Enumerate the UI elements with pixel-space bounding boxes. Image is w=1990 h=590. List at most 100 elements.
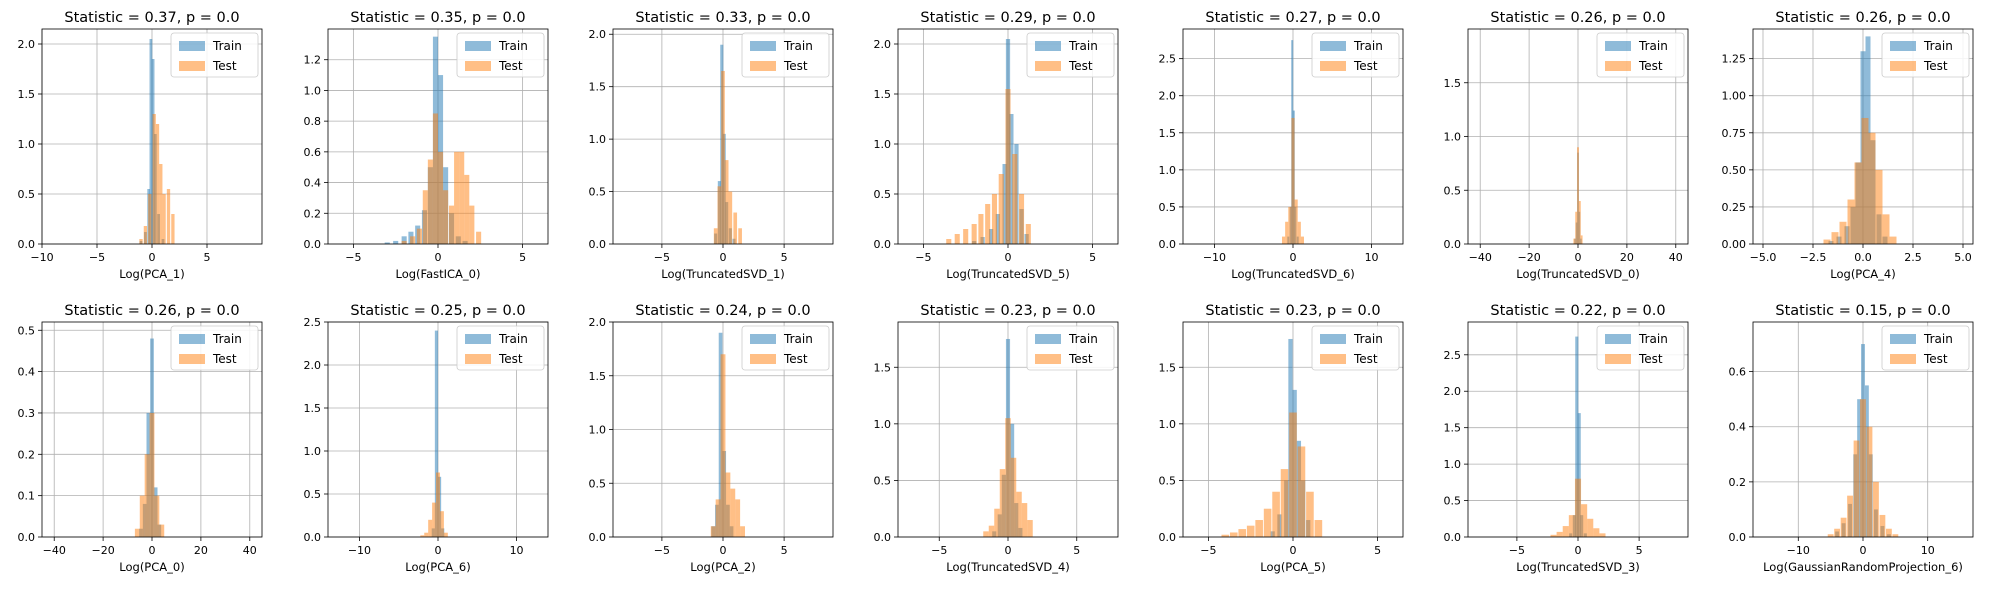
histogram-bar [1282,236,1286,244]
histogram-bar [1291,117,1295,244]
histogram-bar [436,472,440,537]
legend-label: Train [1638,39,1668,53]
x-tick-label: 40 [243,544,257,557]
histogram-bar [401,236,407,244]
histogram-bar [978,214,984,244]
histogram-bar [1580,235,1583,244]
histogram-bar [1255,520,1263,537]
x-tick-label: 0 [1005,544,1012,557]
histogram-bar [717,186,722,244]
histogram-bar [1568,515,1575,537]
subplot: −5 0 5 0.0 0.5 1.0 1.5 2.0 Statistic = 0.24, p =… [589,303,834,574]
x-tick-label: 0.0 [1854,251,1872,264]
histogram-bar [134,528,140,537]
histogram-bar [1010,457,1017,537]
x-tick-label: −2.5 [1800,251,1827,264]
histogram-bar [1578,201,1581,244]
y-tick-label: 1.0 [1159,164,1177,177]
legend-swatch [179,61,205,71]
legend-swatch [179,334,205,344]
histogram-bar [393,240,399,244]
y-tick-label: 0.6 [304,146,322,159]
legend-swatch [750,61,776,71]
y-tick-label: 1.00 [1722,90,1747,103]
histogram-bar [971,224,977,244]
x-axis-label: Log(GaussianRandomProjection_6) [1763,560,1963,574]
legend-label: Test [498,59,523,73]
legend-swatch [465,334,491,344]
x-tick-label: 0 [720,544,727,557]
histogram-bar [1882,214,1890,244]
x-tick-label: −20 [92,544,115,557]
histogram-bar [1823,239,1831,244]
subplot: −10 0 10 0.0 0.5 1.0 1.5 2.0 2.5 Statistic = 0.25… [304,303,549,574]
y-tick-label: 0.0 [874,531,892,544]
x-tick-label: 0 [149,544,156,557]
legend: Train Test [456,32,545,78]
histogram-bar [713,228,718,244]
histogram-bar [721,70,725,244]
histogram-bar [1246,525,1255,537]
legend-label: Test [783,59,808,73]
subplot-title: Statistic = 0.23, p = 0.0 [920,303,1095,319]
legend-label: Train [1923,39,1953,53]
histogram-bar [724,160,729,244]
subplot: −40 −20 0 20 40 0.0 0.5 1.0 1.5 Statistic = 0.26,… [1444,10,1689,281]
histogram-bar [159,164,163,244]
histogram-bar [152,114,156,244]
y-tick-label: 0.0 [1729,531,1747,544]
legend-swatch [1890,334,1916,344]
y-tick-label: 1.5 [1444,422,1462,435]
subplot-title: Statistic = 0.27, p = 0.0 [1205,10,1380,26]
y-tick-label: 0.5 [589,186,607,199]
histogram-bar [1575,336,1579,537]
histogram-bar [1892,534,1899,537]
histogram-bar [963,229,969,244]
x-axis-label: Log(TruncatedSVD_1) [661,267,785,281]
x-tick-label: 5 [1089,251,1096,264]
histogram-bar [428,519,433,537]
y-tick-label: 0.5 [1159,201,1177,214]
x-tick-label: −10 [1203,251,1226,264]
x-axis-label: Log(PCA_6) [405,560,470,574]
legend-swatch [1605,354,1631,364]
y-tick-label: 0.3 [18,407,36,420]
histogram-bar [166,189,171,244]
x-tick-label: 5.0 [1954,251,1972,264]
y-tick-label: 1.0 [1159,418,1177,431]
x-tick-label: 20 [1620,251,1634,264]
histogram-bar [155,124,160,244]
x-tick-label: −5 [654,544,670,557]
legend: Train Test [456,325,545,371]
legend-label: Test [1068,352,1093,366]
histogram-bar [1577,413,1581,537]
y-tick-label: 0.5 [18,324,36,337]
x-tick-label: 0 [1575,544,1582,557]
subplot: −10 0 10 0.0 0.5 1.0 1.5 2.0 2.5 Statistic = 0.27… [1159,10,1404,281]
x-axis-label: Log(PCA_5) [1260,560,1325,574]
x-tick-label: 10 [510,544,524,557]
histogram-bar [1854,162,1862,244]
x-tick-label: 5 [781,251,788,264]
legend-label: Train [498,39,528,53]
histogram-bar [1827,534,1834,537]
histogram-bar [1847,495,1853,537]
y-tick-label: 0.0 [304,238,322,251]
y-tick-label: 0.4 [304,177,322,190]
legend-swatch [1605,61,1631,71]
histogram-bar [1873,481,1879,537]
y-tick-label: 0.0 [304,531,322,544]
legend-label: Test [1638,59,1663,73]
y-tick-label: 1.5 [1444,77,1462,90]
y-tick-label: 0.8 [304,115,322,128]
histogram-bar [1575,211,1578,244]
y-tick-label: 0.25 [1722,201,1747,214]
legend: Train Test [1311,325,1400,371]
legend-label: Train [1638,332,1668,346]
y-tick-label: 0.5 [1159,474,1177,487]
histogram-bar [733,212,738,244]
y-tick-label: 0.6 [1729,366,1747,379]
x-tick-label: 2.5 [1904,251,1922,264]
histogram-bar [1238,529,1247,537]
histogram-bar [454,151,460,244]
